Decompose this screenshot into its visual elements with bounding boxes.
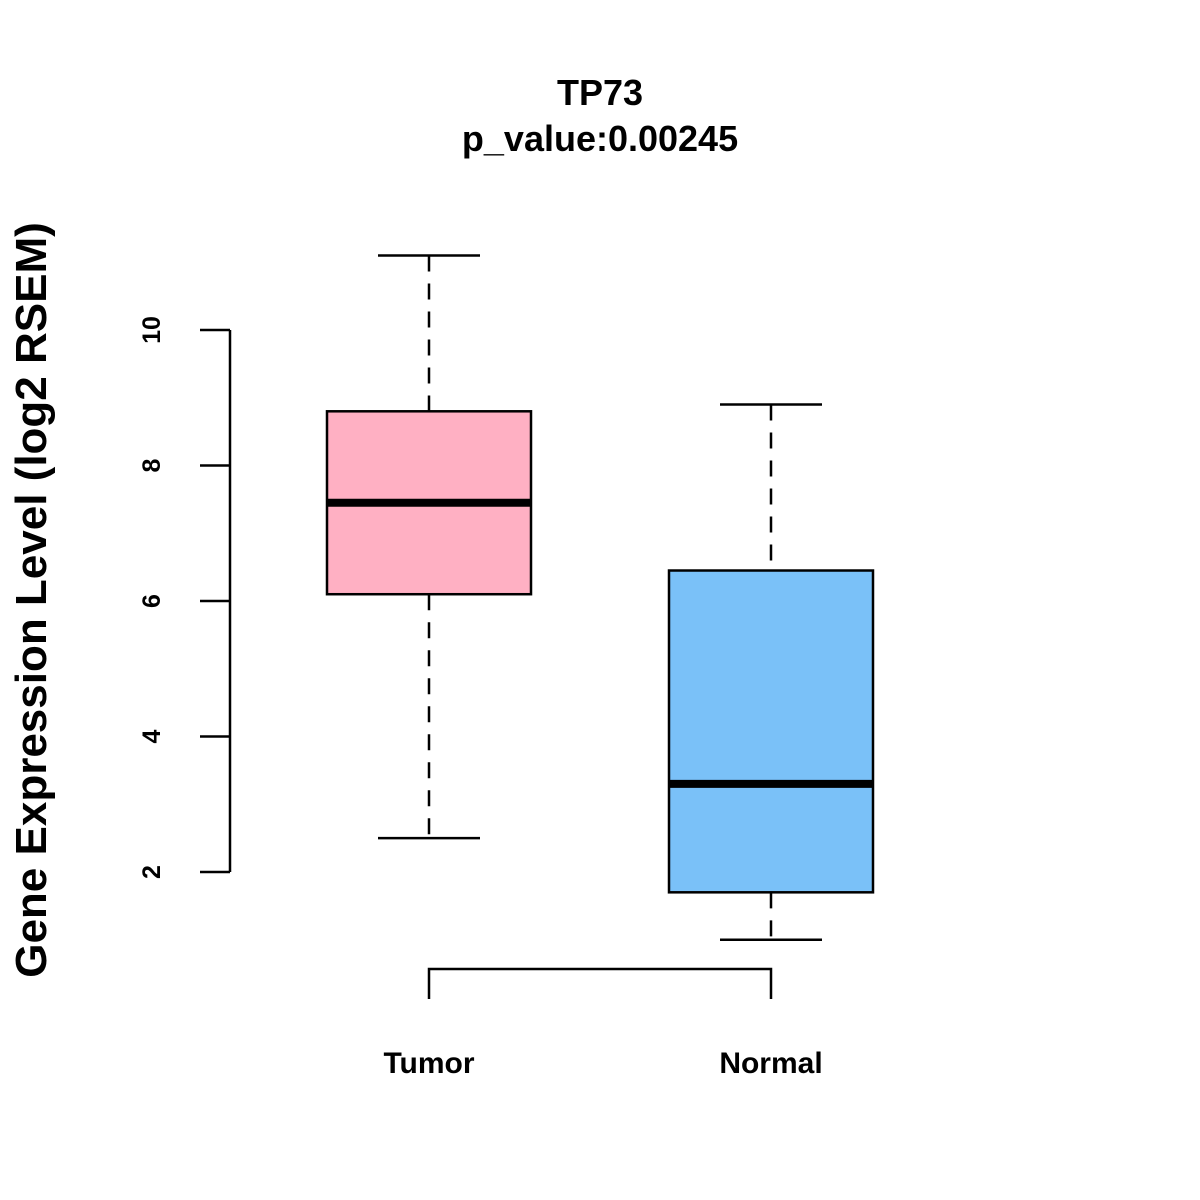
iqr-box (667, 569, 875, 894)
y-tick-label: 8 (138, 458, 166, 472)
bracket-line (427, 967, 773, 999)
box-tumor (325, 254, 533, 840)
y-tick-label: 6 (138, 594, 166, 608)
category-labels: Tumor Normal (383, 1047, 822, 1080)
y-tick-label: 2 (138, 865, 166, 879)
comparison-bracket (427, 967, 773, 999)
y-tick-label: 4 (138, 729, 166, 743)
chart-subtitle: p_value:0.00245 (462, 118, 738, 159)
box-normal (667, 403, 875, 941)
y-tick-label: 10 (138, 316, 166, 344)
category-label-tumor: Tumor (383, 1047, 474, 1080)
category-label-normal: Normal (719, 1047, 822, 1080)
y-axis-label: Gene Expression Level (log2 RSEM) (7, 222, 56, 978)
boxes (325, 254, 875, 941)
chart-title: TP73 (557, 72, 643, 113)
y-axis: 2 4 6 8 10 (138, 316, 232, 879)
